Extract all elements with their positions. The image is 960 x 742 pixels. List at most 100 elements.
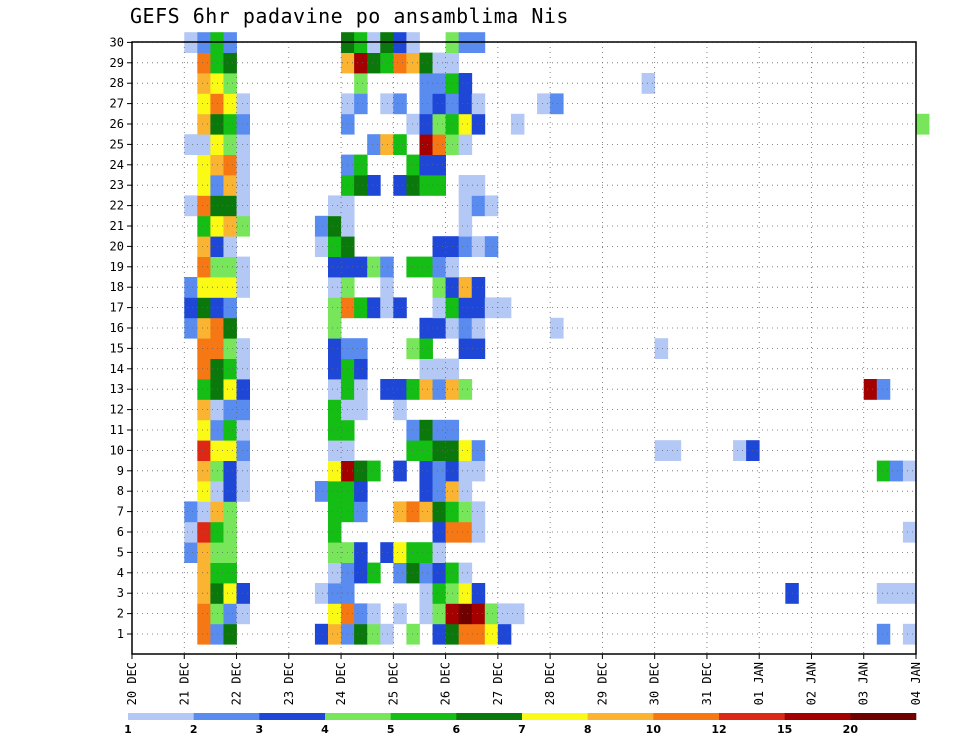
heat-cell [497, 297, 512, 319]
heat-cell [223, 521, 237, 543]
heat-cell [223, 603, 237, 625]
x-tick-label: 02 JAN [804, 662, 818, 705]
heat-cell [328, 562, 342, 584]
legend-swatch [456, 713, 523, 720]
color-legend: 1 2 3 4 5 6 7 8 10 12 15 20 [124, 713, 917, 736]
heat-cell [484, 603, 499, 625]
heat-cell [550, 317, 564, 339]
heat-cell [184, 317, 198, 339]
heat-cell [458, 215, 473, 237]
heat-cell [197, 113, 211, 135]
heat-cell [471, 195, 486, 217]
heat-cell [197, 542, 211, 563]
heat-cell [432, 460, 446, 482]
x-tick-label: 24 DEC [334, 662, 348, 705]
heat-cell [354, 93, 368, 115]
heat-cell [419, 501, 433, 523]
y-tick-label: 6 [117, 525, 124, 539]
heat-cell [236, 399, 250, 421]
heat-cell [236, 93, 250, 115]
heat-cell [314, 481, 329, 502]
heat-cell [197, 440, 211, 461]
heat-cell [354, 52, 368, 74]
heat-cell [184, 297, 198, 319]
heat-cell [432, 256, 446, 278]
heat-cell [223, 440, 237, 461]
heat-cell [406, 501, 420, 523]
x-tick-label: 03 JAN [857, 662, 871, 705]
heat-cell [314, 583, 329, 604]
heat-cell [393, 399, 407, 421]
heat-cell [916, 113, 930, 135]
heat-cell [354, 154, 368, 176]
heat-cell [223, 338, 237, 359]
heat-cell [902, 460, 917, 482]
heat-cell [354, 623, 368, 645]
heat-cell [223, 317, 237, 339]
heat-cell [419, 542, 433, 563]
heat-cell [367, 562, 381, 584]
heat-cell [458, 93, 473, 115]
heat-cell [223, 297, 237, 319]
heat-cell [354, 481, 368, 502]
heat-cell [406, 562, 420, 584]
legend-label: 6 [453, 723, 461, 736]
heat-cell [432, 542, 446, 563]
heat-cell [236, 583, 250, 604]
heat-cell [197, 521, 211, 543]
heat-cell [236, 603, 250, 625]
x-tick-label: 22 DEC [230, 662, 244, 705]
heat-cell [458, 236, 473, 257]
heat-cell [354, 338, 368, 359]
heat-cell [432, 93, 446, 115]
heat-cell [406, 542, 420, 563]
heat-cell [236, 277, 250, 298]
legend-swatch [850, 713, 917, 720]
heat-cell [550, 93, 564, 115]
x-axis: 20 DEC 21 DEC 22 DEC 23 DEC 24 DEC 25 DEC 26 D… [125, 654, 923, 705]
heat-cell [354, 73, 368, 94]
legend-label: 1 [124, 723, 132, 736]
heat-cell [197, 583, 211, 604]
heat-cell [328, 195, 342, 217]
legend-swatch [587, 713, 654, 720]
heat-cell [471, 338, 486, 359]
heat-cell [236, 195, 250, 217]
y-tick-label: 3 [117, 586, 124, 600]
heat-cell [419, 460, 433, 482]
heat-cell [458, 297, 473, 319]
heat-cell [197, 215, 211, 237]
heat-cell [328, 623, 342, 645]
heat-cell [236, 338, 250, 359]
legend-label: 4 [321, 723, 329, 736]
heat-cell [654, 440, 669, 461]
heat-cell [419, 440, 433, 461]
y-tick-label: 14 [110, 362, 124, 376]
heat-cell [328, 277, 342, 298]
heat-cell [432, 603, 446, 625]
y-axis: 1234567891011121314151617181920212223242… [110, 35, 132, 641]
y-tick-label: 4 [117, 566, 124, 580]
plot-frame [131, 41, 917, 655]
heat-cell [223, 277, 237, 298]
heat-cell [432, 623, 446, 645]
heat-cell [367, 297, 381, 319]
heat-cell [432, 175, 446, 196]
legend-label: 7 [518, 723, 526, 736]
heat-cell [223, 379, 237, 400]
x-tick-label: 25 DEC [386, 662, 400, 705]
heat-cell [328, 440, 342, 461]
heat-cell [406, 256, 420, 278]
heat-cell [458, 501, 473, 523]
heat-cell [197, 358, 211, 380]
y-tick-label: 24 [110, 158, 124, 172]
heat-cell [223, 52, 237, 74]
heat-cell [393, 460, 407, 482]
heat-cell [419, 358, 433, 380]
heat-cell [197, 603, 211, 625]
heat-cell [328, 542, 342, 563]
legend-label: 8 [584, 723, 592, 736]
heat-cell [197, 256, 211, 278]
heat-cell [184, 134, 198, 155]
heat-cell [641, 73, 656, 94]
